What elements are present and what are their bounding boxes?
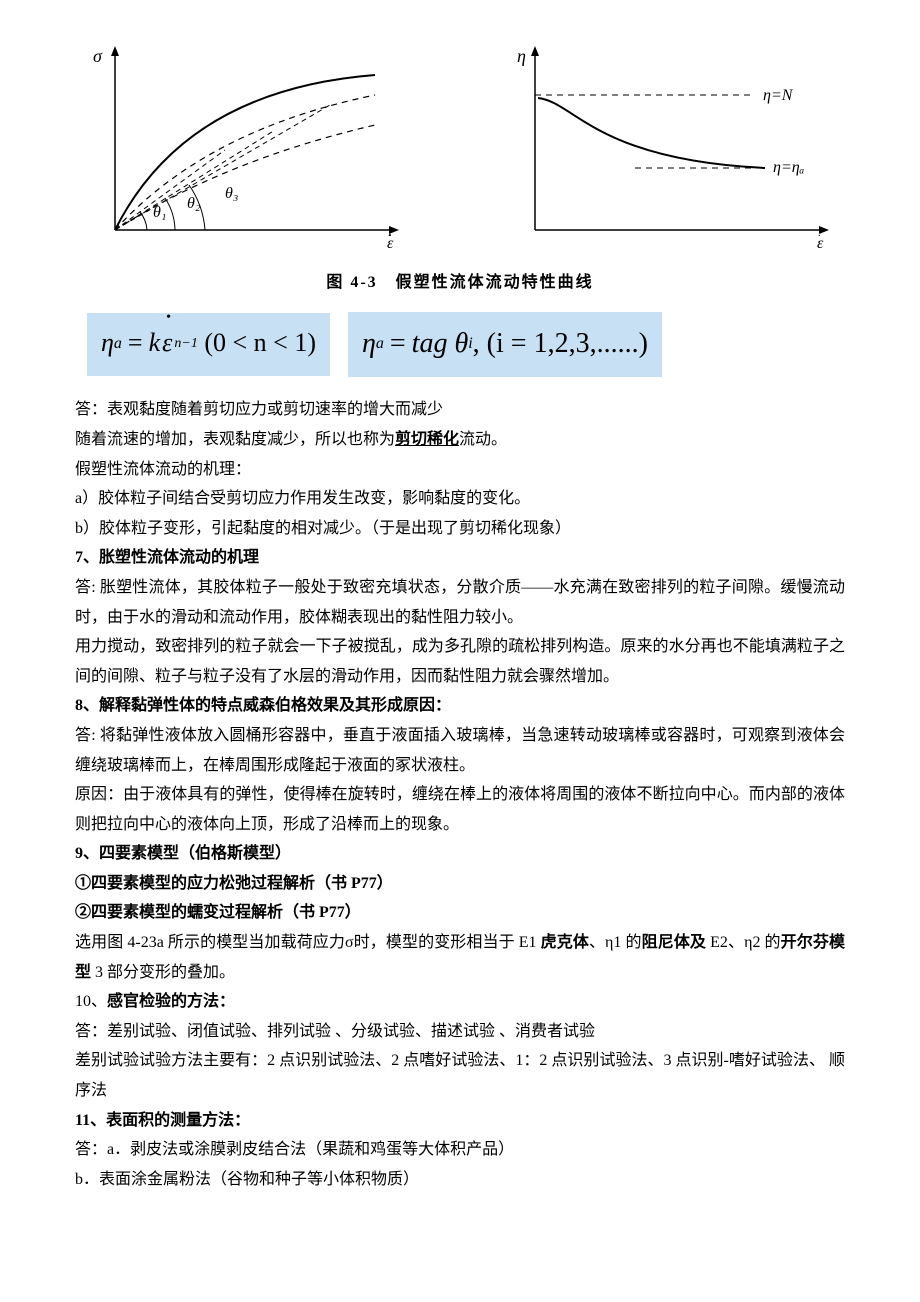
p2a: 随着流速的增加，表观黏度减少，所以也称为	[75, 431, 395, 448]
figure-right: η ε . η=N η=ηₐ	[505, 40, 845, 260]
heading-9b: ②四要素模型的蠕变过程解析（书 P77）	[75, 898, 845, 928]
p-8b: 原因：由于液体具有的弹性，使得棒在旋转时，缠绕在棒上的液体将周围的液体不断拉向中…	[75, 780, 845, 839]
label-eta-a: η=ηₐ	[773, 159, 805, 176]
p-mech-b: b）胶体粒子变形，引起黏度的相对减少。（于是出现了剪切稀化现象）	[75, 514, 845, 544]
figure-left: σ ε . θ₁ θ₂ θ₃	[75, 40, 415, 260]
eq2-eta: η	[362, 318, 376, 370]
heading-8: 8、解释黏弹性体的特点威森伯格效果及其形成原因：	[75, 691, 845, 721]
p-mech-a: a）胶体粒子间结合受剪切应力作用发生改变，影响黏度的变化。	[75, 484, 845, 514]
p-mechanism-title: 假塑性流体流动的机理：	[75, 455, 845, 485]
p-7a: 答: 胀塑性流体，其胶体粒子一般处于致密充填状态，分散介质——水充满在致密排列的…	[75, 573, 845, 632]
heading-9a: ①四要素模型的应力松弛过程解析（书 P77）	[75, 869, 845, 899]
p10d: 阻尼体及	[642, 934, 706, 951]
heading-11: 11、表面积的测量方法：	[75, 1106, 845, 1136]
heading-9: 9、四要素模型（伯格斯模型）	[75, 839, 845, 869]
p-8a: 答: 将黏弹性液体放入圆桶形容器中，垂直于液面插入玻璃棒，当急速转动玻璃棒或容器…	[75, 721, 845, 780]
heading-10: 10、感官检验的方法：	[75, 987, 845, 1017]
p10c: 、η1 的	[589, 934, 642, 951]
eq2-theta: θ	[454, 318, 468, 370]
p10e: E2、η2 的	[706, 934, 781, 951]
left-ylabel: σ	[93, 46, 103, 66]
angle-1: θ₁	[153, 204, 166, 221]
p-10b: 差别试验试验方法主要有：2 点识别试验法、2 点嗜好试验法、1：2 点识别试验法…	[75, 1046, 845, 1105]
eq1-exp: n−1	[174, 331, 197, 357]
p-answer-1: 答：表观黏度随着剪切应力或剪切速率的增大而减少	[75, 395, 845, 425]
p-9-body: 选用图 4-23a 所示的模型当加载荷应力σ时，模型的变形相当于 E1 虎克体、…	[75, 928, 845, 987]
heading-7: 7、胀塑性流体流动的机理	[75, 543, 845, 573]
angle-2: θ₂	[187, 195, 201, 212]
eq1-eps: ε	[162, 319, 172, 367]
figure-caption: 图 4-3 假塑性流体流动特性曲线	[75, 268, 845, 298]
p-answer-2: 随着流速的增加，表观黏度减少，所以也称为剪切稀化流动。	[75, 425, 845, 455]
svg-text:.: .	[388, 228, 391, 239]
eq1-eta: η	[101, 319, 114, 367]
eq2-sub: a	[376, 329, 384, 359]
eq2-tail: , (i = 1,2,3,......)	[473, 318, 648, 370]
p-11b: b．表面涂金属粉法（谷物和种子等小体积物质）	[75, 1165, 845, 1195]
eq2-tag: tag	[412, 318, 448, 370]
eq1-sub: a	[114, 329, 122, 359]
p2c: 流动。	[459, 431, 507, 448]
p-11a: 答：a．剥皮法或涂膜剥皮结合法（果蔬和鸡蛋等大体积产品）	[75, 1135, 845, 1165]
equation-1: ηa = k εn−1 (0 < n < 1)	[87, 313, 330, 375]
p2b: 剪切稀化	[395, 431, 459, 448]
eq1-range: (0 < n < 1)	[204, 319, 316, 367]
p10g: 3 部分变形的叠加。	[91, 964, 235, 981]
angle-3: θ₃	[225, 185, 238, 202]
right-ylabel: η	[517, 46, 526, 66]
p-7b: 用力搅动，致密排列的粒子就会一下子被搅乱，成为多孔隙的疏松排列构造。原来的水分再…	[75, 632, 845, 691]
eq1-k: k	[149, 319, 161, 367]
p-10a: 答：差别试验、闭值试验、排列试验 、分级试验、描述试验 、消费者试验	[75, 1017, 845, 1047]
equation-2: ηa = tag θi, (i = 1,2,3,......)	[348, 312, 662, 378]
svg-text:.: .	[818, 228, 821, 239]
label-eta-N: η=N	[763, 87, 794, 104]
p10a: 选用图 4-23a 所示的模型当加载荷应力σ时，模型的变形相当于 E1	[75, 934, 541, 951]
equation-row: ηa = k εn−1 (0 < n < 1) ηa = tag θi, (i …	[87, 312, 845, 378]
p10b: 虎克体	[541, 934, 589, 951]
figure-row: σ ε . θ₁ θ₂ θ₃ η ε .	[75, 40, 845, 260]
